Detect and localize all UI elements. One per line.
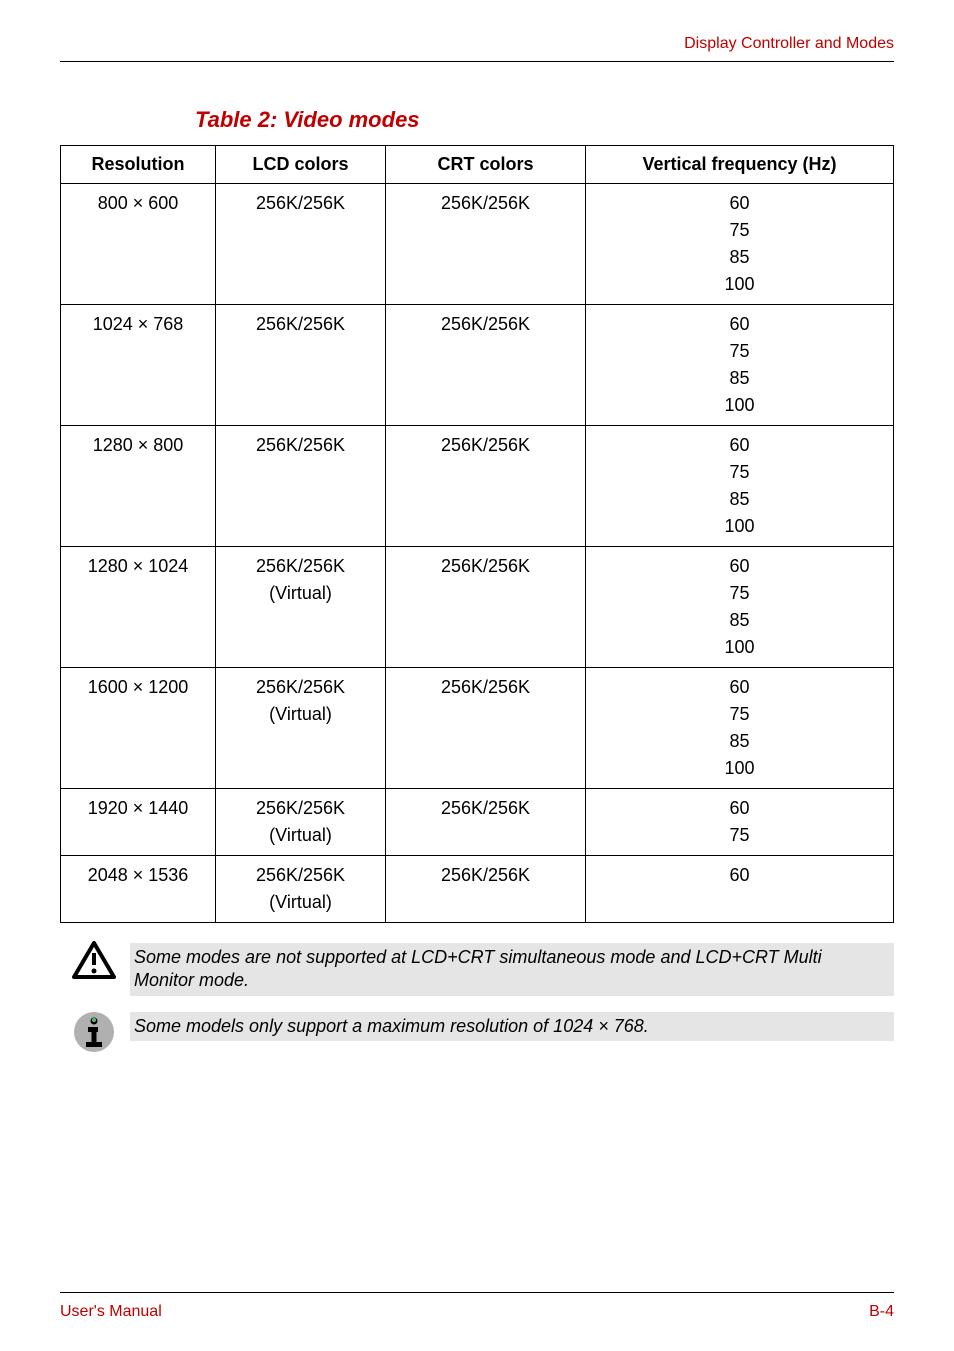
info-icon <box>72 1010 116 1059</box>
cell-resolution: 1280 × 1024 <box>61 547 216 668</box>
cell-crt: 256K/256K <box>386 184 586 305</box>
table-row: 1600 × 1200256K/256K(Virtual)256K/256K60… <box>61 668 894 789</box>
cell-resolution: 1280 × 800 <box>61 426 216 547</box>
cell-lcd: 256K/256K(Virtual) <box>216 789 386 856</box>
cell-freq: 607585100 <box>586 184 894 305</box>
page-header: Display Controller and Modes <box>60 35 894 62</box>
col-header-freq: Vertical frequency (Hz) <box>586 146 894 184</box>
warning-note: Some modes are not supported at LCD+CRT … <box>60 941 894 996</box>
col-header-crt: CRT colors <box>386 146 586 184</box>
cell-crt: 256K/256K <box>386 426 586 547</box>
cell-crt: 256K/256K <box>386 668 586 789</box>
cell-lcd: 256K/256K <box>216 184 386 305</box>
footer-right: B-4 <box>869 1303 894 1321</box>
cell-crt: 256K/256K <box>386 547 586 668</box>
table-row: 1280 × 1024256K/256K(Virtual)256K/256K60… <box>61 547 894 668</box>
video-modes-table: Resolution LCD colors CRT colors Vertica… <box>60 145 894 923</box>
cell-lcd: 256K/256K(Virtual) <box>216 668 386 789</box>
table-caption: Table 2: Video modes <box>195 107 894 133</box>
cell-freq: 607585100 <box>586 547 894 668</box>
cell-lcd: 256K/256K(Virtual) <box>216 547 386 668</box>
cell-resolution: 2048 × 1536 <box>61 856 216 923</box>
warning-icon <box>72 941 116 986</box>
cell-crt: 256K/256K <box>386 789 586 856</box>
page-footer: User's Manual B-4 <box>60 1292 894 1351</box>
page-content: Display Controller and Modes Table 2: Vi… <box>0 0 954 1351</box>
table-header-row: Resolution LCD colors CRT colors Vertica… <box>61 146 894 184</box>
cell-crt: 256K/256K <box>386 856 586 923</box>
cell-resolution: 1600 × 1200 <box>61 668 216 789</box>
col-header-lcd: LCD colors <box>216 146 386 184</box>
table-row: 1024 × 768256K/256K256K/256K607585100 <box>61 305 894 426</box>
footer-left: User's Manual <box>60 1303 162 1321</box>
cell-resolution: 800 × 600 <box>61 184 216 305</box>
cell-lcd: 256K/256K <box>216 305 386 426</box>
warning-text: Some modes are not supported at LCD+CRT … <box>130 943 894 996</box>
table-row: 1280 × 800256K/256K256K/256K607585100 <box>61 426 894 547</box>
cell-freq: 60 <box>586 856 894 923</box>
info-note: Some models only support a maximum resol… <box>60 1010 894 1059</box>
cell-freq: 607585100 <box>586 668 894 789</box>
cell-freq: 607585100 <box>586 426 894 547</box>
table-row: 800 × 600256K/256K256K/256K607585100 <box>61 184 894 305</box>
info-text: Some models only support a maximum resol… <box>130 1012 894 1041</box>
cell-resolution: 1024 × 768 <box>61 305 216 426</box>
table-row: 1920 × 1440256K/256K(Virtual)256K/256K60… <box>61 789 894 856</box>
cell-crt: 256K/256K <box>386 305 586 426</box>
table-body: 800 × 600256K/256K256K/256K6075851001024… <box>61 184 894 923</box>
cell-freq: 607585100 <box>586 305 894 426</box>
table-row: 2048 × 1536256K/256K(Virtual)256K/256K60 <box>61 856 894 923</box>
col-header-resolution: Resolution <box>61 146 216 184</box>
cell-freq: 6075 <box>586 789 894 856</box>
cell-lcd: 256K/256K(Virtual) <box>216 856 386 923</box>
cell-resolution: 1920 × 1440 <box>61 789 216 856</box>
cell-lcd: 256K/256K <box>216 426 386 547</box>
